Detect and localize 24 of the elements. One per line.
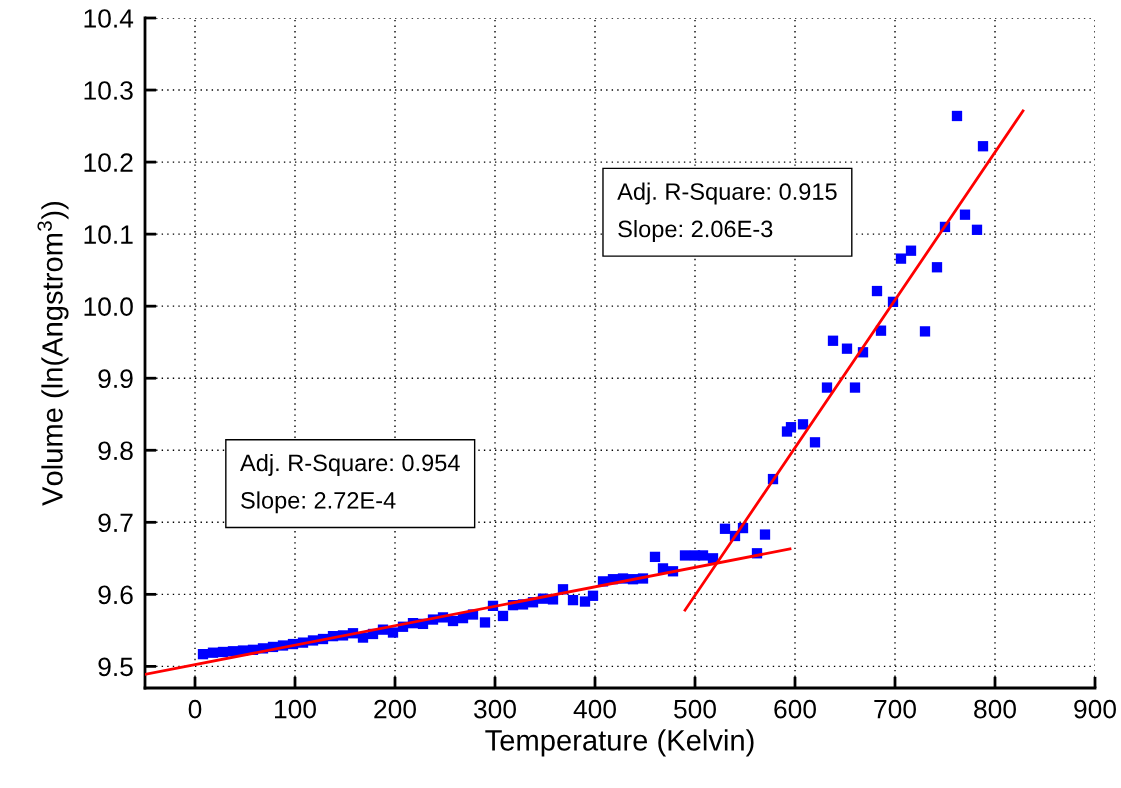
- x-tick-label: 300: [473, 699, 516, 719]
- y-tick-label: 9.7: [98, 513, 133, 533]
- x-tick-label: 100: [275, 699, 316, 719]
- x-tick-label: 0: [188, 699, 202, 719]
- y-tick-label: 9.9: [98, 369, 133, 389]
- annotation: Adj. R-Square: 0.954 Slope: 2.72E-4: [240, 453, 460, 514]
- x-tick-label: 500: [674, 699, 716, 719]
- x-tick-label: 700: [874, 699, 916, 719]
- y-tick-label: 10.0: [84, 297, 133, 316]
- annotation: Adj. R-Square: 0.915 Slope: 2.06E-3: [617, 182, 837, 243]
- x-tick-label: 600: [774, 699, 816, 719]
- x-tick-label: 200: [374, 699, 416, 719]
- x-tick-label: 400: [573, 699, 616, 719]
- x-tick-label: 900: [1074, 699, 1116, 719]
- y-axis-title: Volume (ln(Angstrom$^{3}$)): [37, 202, 69, 506]
- y-tick-label: 10.1: [84, 225, 133, 244]
- y-tick-label: 9.8: [98, 441, 133, 461]
- y-tick-label: 9.6: [98, 585, 133, 605]
- y-tick-label: 9.5: [98, 657, 133, 677]
- y-tick-label: 10.3: [84, 81, 133, 100]
- y-tick-label: 10.4: [84, 9, 134, 28]
- y-tick-label: 10.2: [84, 153, 133, 172]
- x-tick-label: 800: [974, 699, 1016, 719]
- x-axis-title: Temperature (Kelvin): [485, 729, 754, 757]
